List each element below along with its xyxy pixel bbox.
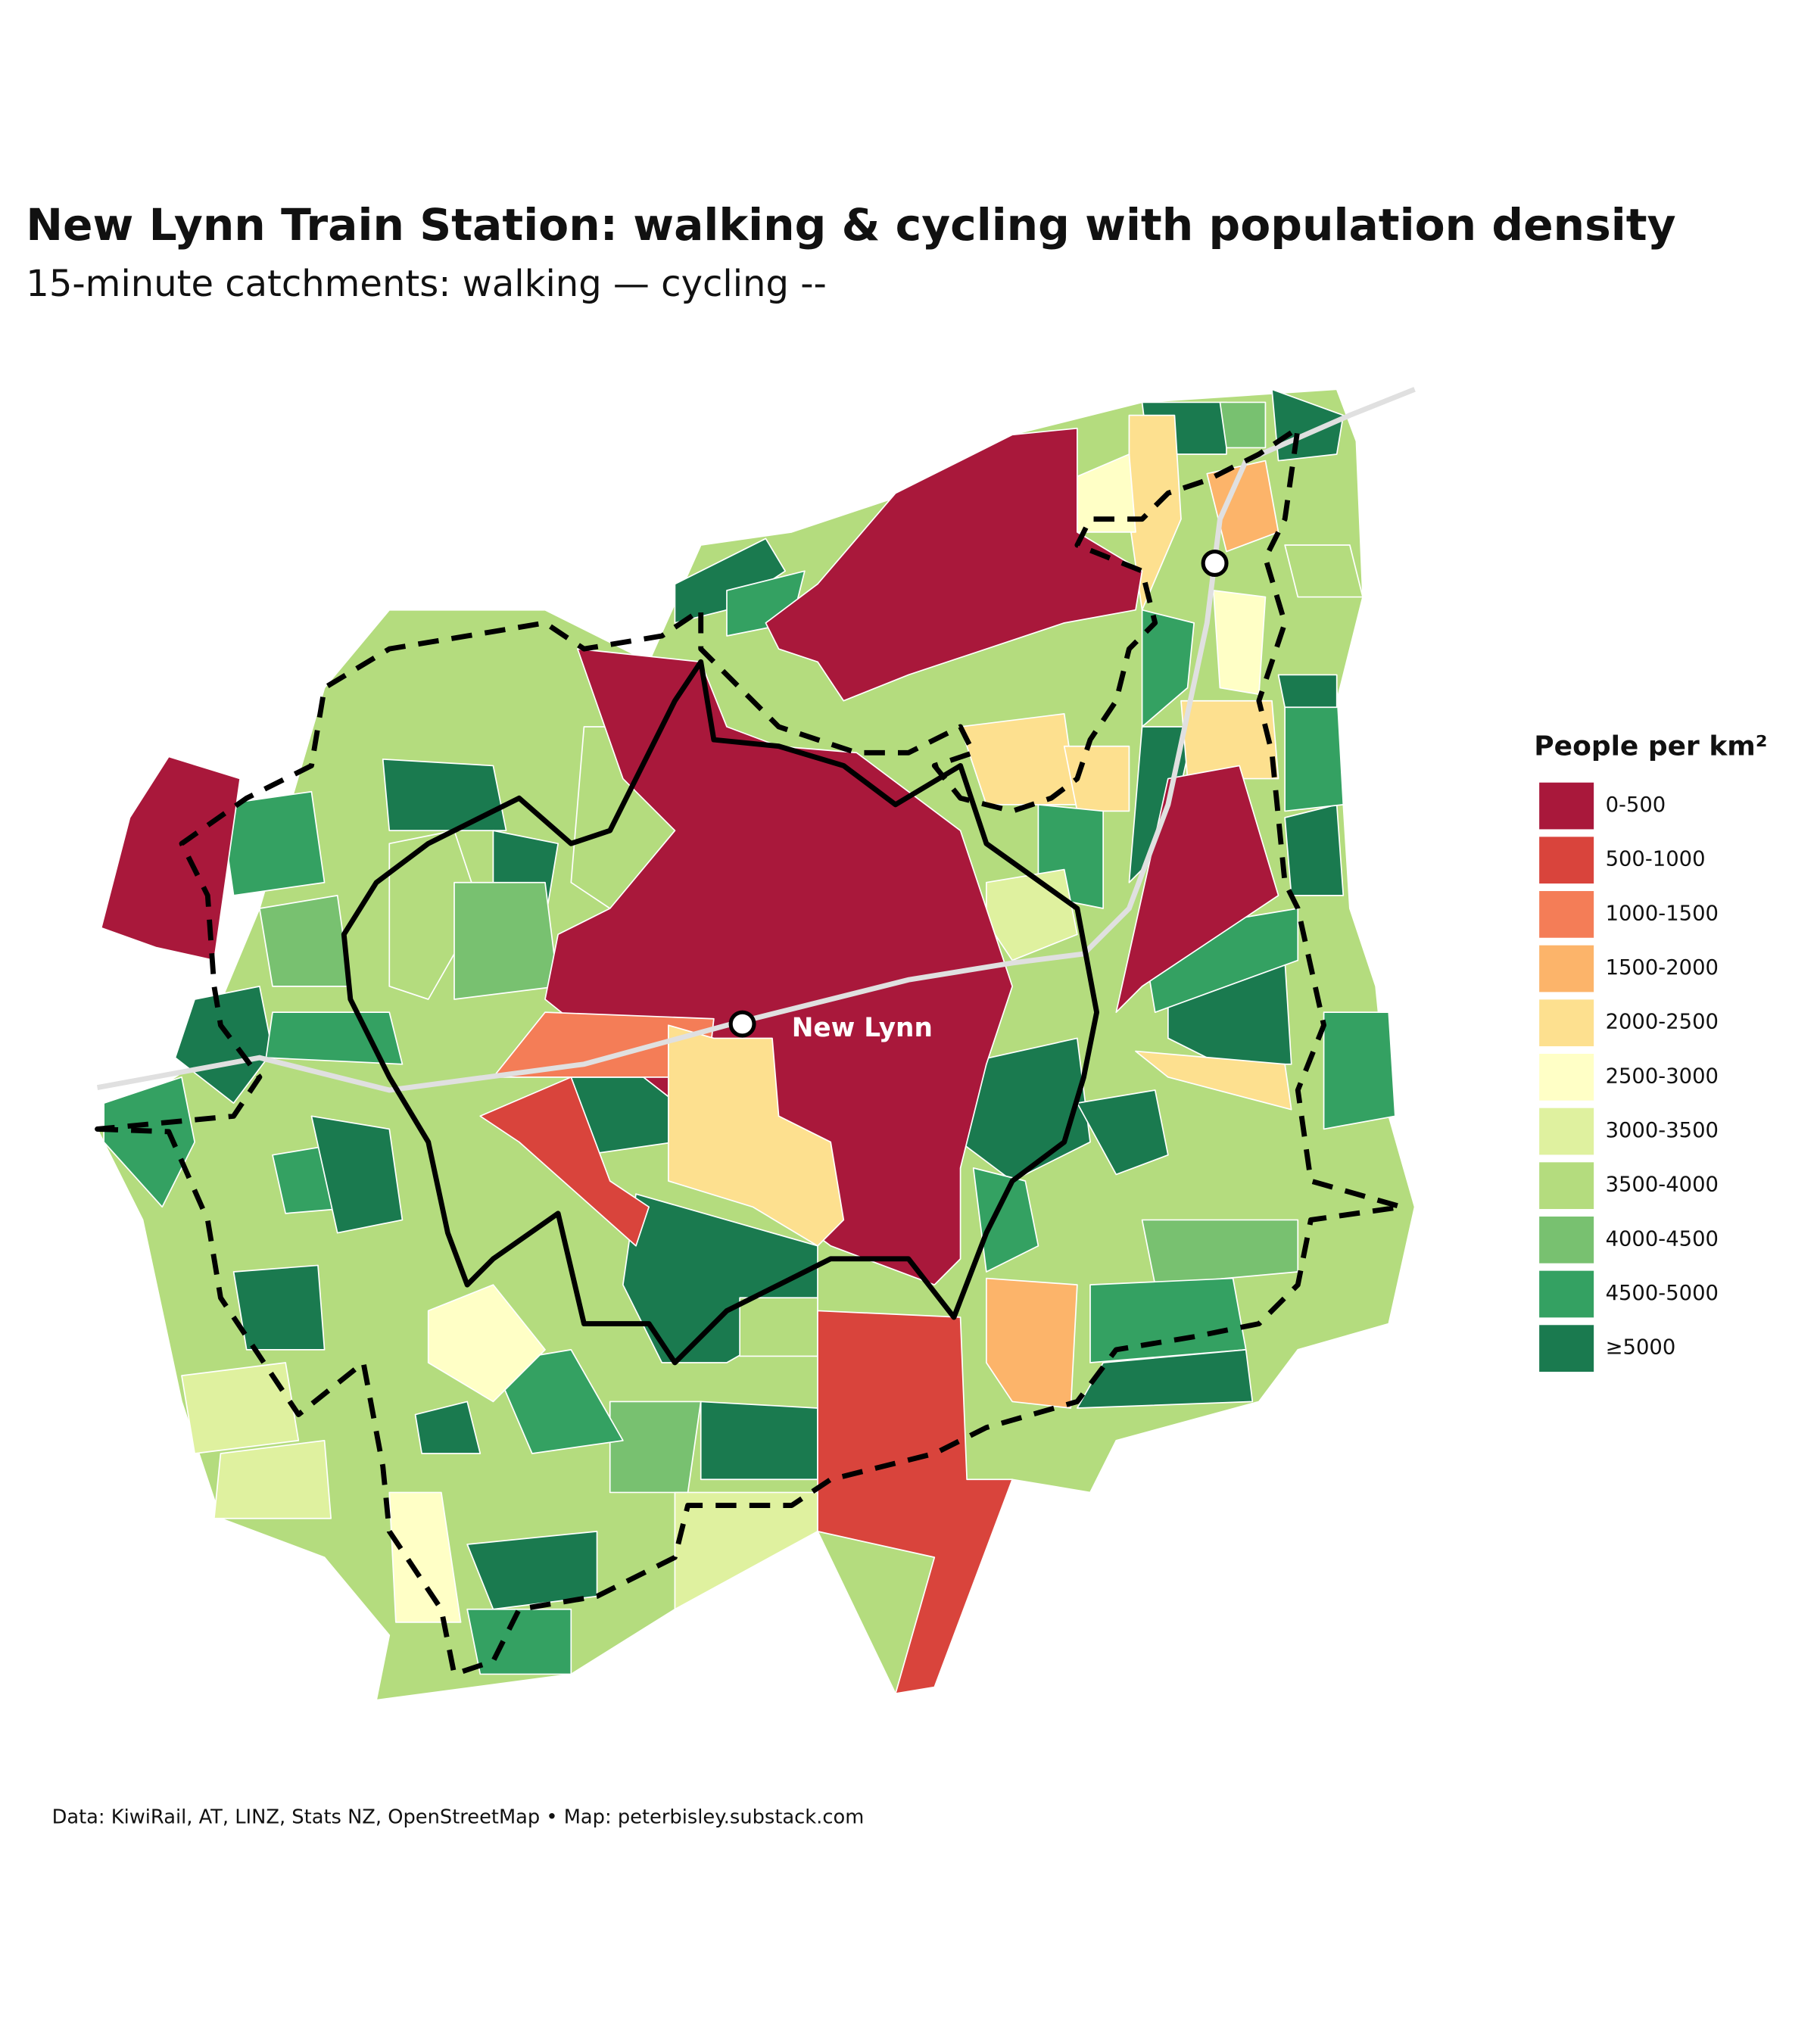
legend-swatch bbox=[1539, 1216, 1594, 1263]
area bbox=[259, 895, 351, 987]
legend-swatch bbox=[1539, 945, 1594, 992]
walking-catchment bbox=[341, 659, 1099, 1366]
density-areas bbox=[96, 388, 1416, 1701]
area bbox=[544, 648, 1013, 1285]
area bbox=[427, 1284, 546, 1403]
legend-label: 3000-3500 bbox=[1606, 1119, 1719, 1142]
area bbox=[414, 1401, 482, 1454]
area bbox=[1212, 590, 1267, 695]
area bbox=[667, 1024, 845, 1247]
area bbox=[232, 1264, 326, 1351]
legend-label: 0-500 bbox=[1606, 793, 1666, 817]
area bbox=[609, 1401, 702, 1494]
legend-label: 1500-2000 bbox=[1606, 956, 1719, 980]
legend: 0-500 500-1000 1000-1500 1500-2000 2000-2500… bbox=[1539, 782, 1719, 1372]
area bbox=[1277, 674, 1338, 709]
legend-swatch bbox=[1539, 1054, 1594, 1101]
station-marker bbox=[728, 1010, 756, 1038]
area bbox=[310, 1115, 404, 1234]
legend-swatch bbox=[1539, 1325, 1594, 1372]
area bbox=[1077, 1089, 1169, 1176]
area bbox=[479, 1077, 650, 1247]
area bbox=[1284, 544, 1364, 598]
area bbox=[1219, 401, 1267, 449]
legend-title: People per km² bbox=[1534, 731, 1767, 762]
area bbox=[100, 756, 241, 961]
subtitle: 15-minute catchments: walking — cycling … bbox=[26, 263, 827, 305]
legend-label: 4000-4500 bbox=[1606, 1227, 1719, 1251]
footer: Data: KiwiRail, AT, LINZ, Stats NZ, Open… bbox=[52, 1806, 865, 1829]
legend-swatch bbox=[1539, 999, 1594, 1047]
legend-label: 2500-3000 bbox=[1606, 1064, 1719, 1088]
area bbox=[765, 427, 1143, 702]
legend-label: ≥5000 bbox=[1606, 1336, 1676, 1360]
area bbox=[817, 1310, 1013, 1694]
area bbox=[181, 1362, 300, 1454]
area bbox=[388, 1491, 462, 1623]
station-label: New Lynn bbox=[792, 1013, 933, 1043]
legend-swatch bbox=[1539, 1162, 1594, 1210]
area bbox=[739, 1297, 818, 1357]
area bbox=[1141, 609, 1195, 728]
legend-swatch bbox=[1539, 782, 1594, 830]
area bbox=[1115, 765, 1279, 1013]
legend-label: 2000-2500 bbox=[1606, 1011, 1719, 1034]
station-marker bbox=[1201, 550, 1229, 577]
legend-swatch bbox=[1539, 1270, 1594, 1318]
area bbox=[986, 1277, 1078, 1409]
area bbox=[453, 881, 559, 1000]
legend-swatch bbox=[1539, 837, 1594, 884]
legend-label: 4500-5000 bbox=[1606, 1282, 1719, 1305]
area bbox=[174, 986, 273, 1104]
title: New Lynn Train Station: walking & cyclin… bbox=[26, 199, 1675, 251]
area bbox=[382, 758, 507, 831]
legend-swatch bbox=[1539, 891, 1594, 938]
area bbox=[700, 1401, 818, 1481]
area bbox=[1180, 700, 1279, 780]
area bbox=[103, 1077, 195, 1208]
area bbox=[213, 1439, 332, 1519]
legend-label: 500-1000 bbox=[1606, 848, 1706, 871]
area bbox=[1323, 1011, 1396, 1130]
area bbox=[220, 790, 326, 896]
area bbox=[1135, 1050, 1292, 1111]
legend-swatch bbox=[1539, 1108, 1594, 1155]
cycling-catchment bbox=[95, 425, 1404, 1677]
area bbox=[1284, 804, 1345, 896]
legend-label: 1000-1500 bbox=[1606, 902, 1719, 925]
area bbox=[265, 1011, 404, 1065]
area bbox=[492, 1348, 624, 1454]
area bbox=[466, 1608, 572, 1675]
area bbox=[674, 1491, 818, 1610]
area bbox=[1077, 1348, 1254, 1409]
legend-label: 3500-4000 bbox=[1606, 1173, 1719, 1197]
